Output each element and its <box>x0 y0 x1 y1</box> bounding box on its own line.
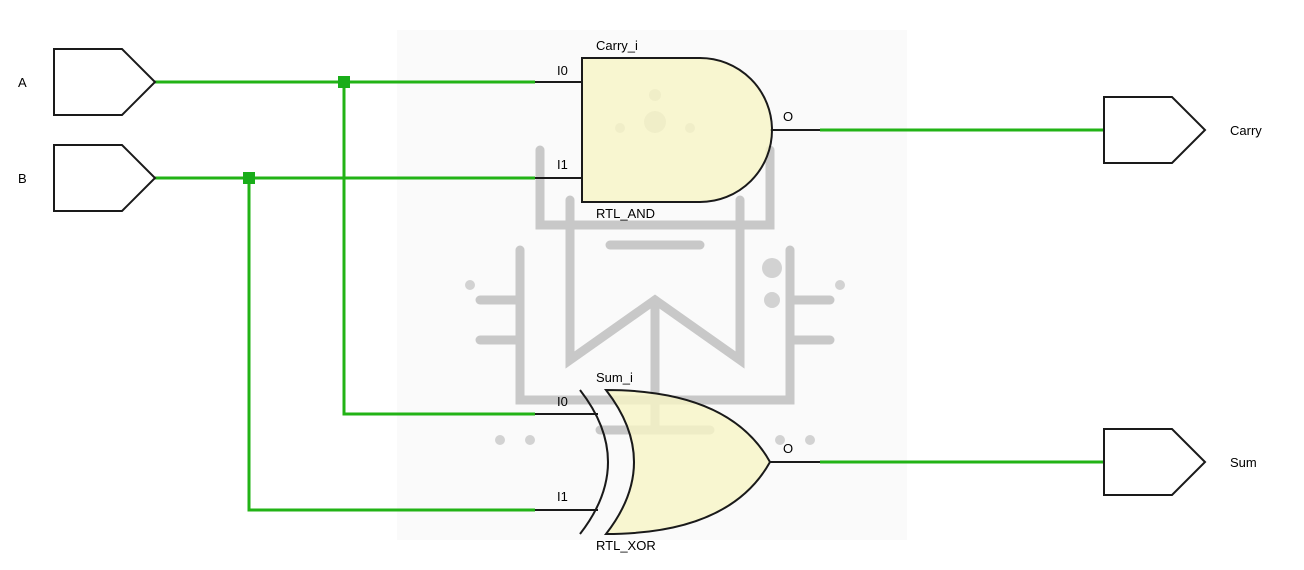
pin-stubs <box>535 81 820 511</box>
output-port-sum[interactable]: Sum <box>1103 428 1257 496</box>
input-port-a[interactable]: A <box>18 48 157 116</box>
xor-gate-type-label: RTL_XOR <box>596 538 656 553</box>
and-gate-type-label: RTL_AND <box>596 206 655 221</box>
xor-gate-pin-i0: I0 <box>557 394 568 409</box>
input-port-b[interactable]: B <box>18 144 157 212</box>
and-gate[interactable]: Carry_i RTL_AND I0 I1 O <box>557 38 793 221</box>
input-label-a: A <box>18 75 27 90</box>
xor-gate-instance-label: Sum_i <box>596 370 633 385</box>
and-gate-pin-i1: I1 <box>557 157 568 172</box>
wire-a-to-xor[interactable] <box>342 82 535 416</box>
output-label-carry: Carry <box>1230 123 1262 138</box>
output-label-sum: Sum <box>1230 455 1257 470</box>
xor-gate[interactable]: Sum_i RTL_XOR I0 I1 O <box>557 370 793 553</box>
junction-b <box>243 172 255 184</box>
junction-a <box>338 76 350 88</box>
xor-gate-pin-i1: I1 <box>557 489 568 504</box>
and-gate-pin-o: O <box>783 109 793 124</box>
xor-gate-pin-o: O <box>783 441 793 456</box>
and-gate-pin-i0: I0 <box>557 63 568 78</box>
output-port-carry[interactable]: Carry <box>1103 96 1262 164</box>
and-gate-instance-label: Carry_i <box>596 38 638 53</box>
input-label-b: B <box>18 171 27 186</box>
wire-b-to-xor[interactable] <box>247 178 535 512</box>
